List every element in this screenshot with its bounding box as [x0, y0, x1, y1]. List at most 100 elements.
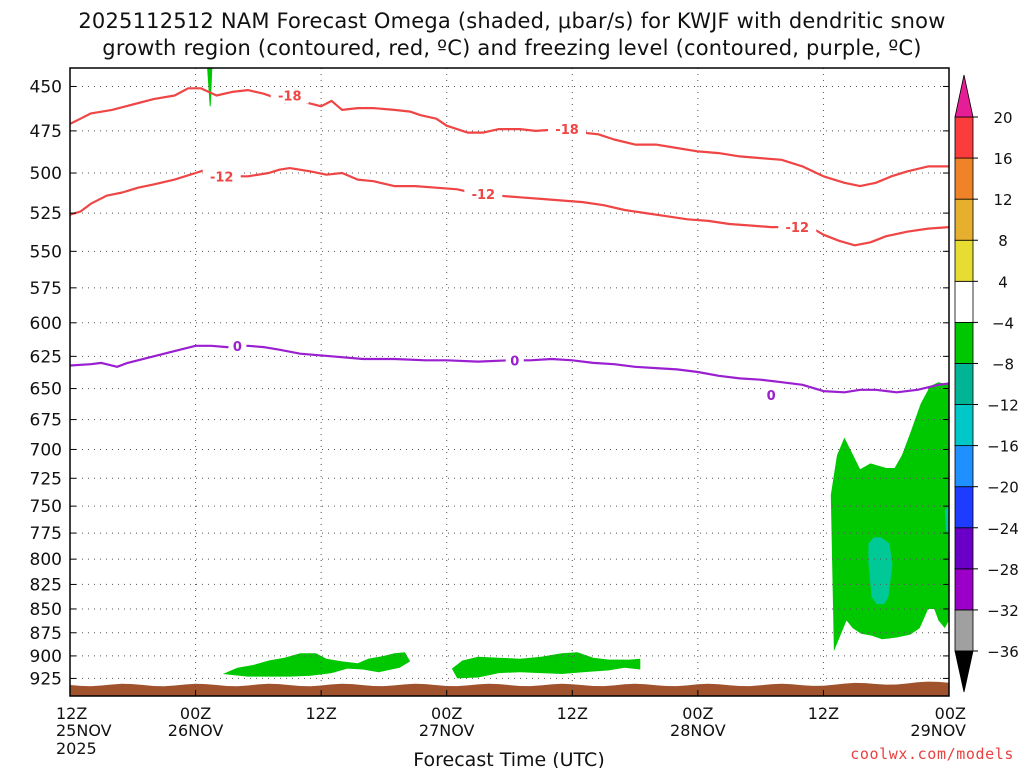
- omega-region-3: [451, 652, 641, 679]
- time-tick-label: 00Z: [431, 704, 462, 723]
- contour-label-bg: [548, 121, 587, 138]
- colorbar-band: [954, 486, 974, 529]
- contour-label-bg: [270, 87, 309, 104]
- time-tick-label: 00Z: [180, 704, 211, 723]
- pressure-tick-label: 575: [30, 279, 62, 299]
- colorbar-label: −24: [987, 520, 1019, 538]
- time-tick-label: 00Z: [682, 704, 713, 723]
- colorbar: −36 −32 −28 −24 −20 −16 −12 −8 −4 4 8 12 16 20: [954, 74, 1019, 693]
- pressure-tick-label: 875: [30, 624, 62, 644]
- time-date-label: 25NOV: [56, 721, 112, 740]
- omega-region-6: [944, 505, 949, 537]
- time-year-label: 2025: [56, 739, 97, 758]
- colorbar-band: [954, 116, 974, 159]
- colorbar-arrow-top: [954, 74, 974, 118]
- pressure-tick-label: 700: [30, 440, 62, 460]
- contour-layer: -18 -18 -12 -12 -12 0 0 0: [69, 87, 950, 404]
- time-tick-label: 12Z: [56, 704, 87, 723]
- colorbar-label: 20: [993, 109, 1012, 127]
- colorbar-band: [954, 363, 974, 405]
- plot-border: [69, 67, 950, 697]
- colorbar-band: [954, 568, 974, 611]
- chart-title-line-2: growth region (contoured, red, ºC) and f…: [102, 36, 922, 60]
- pressure-tick-label: 850: [30, 600, 62, 620]
- colorbar-label: −36: [987, 643, 1019, 661]
- pressure-tick-label: 500: [30, 164, 62, 184]
- gridlines: [70, 68, 949, 696]
- contour-label: -12: [472, 188, 496, 203]
- contour-label-bg: [505, 352, 524, 369]
- credit-text: coolwx.com/models: [850, 745, 1014, 763]
- contour-2: [69, 344, 950, 394]
- chart-title-line-1: 2025112512 NAM Forecast Omega (shaded, μ…: [78, 9, 946, 33]
- colorbar-label: −16: [987, 438, 1019, 456]
- pressure-tick-label: 525: [30, 204, 62, 224]
- x-axis-title: Forecast Time (UTC): [413, 749, 604, 768]
- colorbar-label: 12: [993, 191, 1012, 209]
- pressure-axis: 450 475 500 525 550 575 600 625 650 675 700 725 750 7…: [30, 77, 949, 689]
- time-tick-label: 12Z: [305, 704, 336, 723]
- time-tick-label: 12Z: [808, 704, 839, 723]
- contour-0: [69, 87, 949, 188]
- omega-region-5: [868, 537, 893, 605]
- omega-shading-layer: [207, 68, 949, 679]
- contour-label: 0: [233, 340, 242, 355]
- contour-label-bg: [228, 337, 247, 354]
- colorbar-label: −28: [987, 561, 1019, 579]
- colorbar-label: −32: [987, 602, 1019, 620]
- time-tick-label: 12Z: [557, 704, 588, 723]
- contour-label-bg: [464, 186, 503, 203]
- contour-label-bg: [778, 219, 817, 236]
- contour-label-bg: [202, 168, 241, 185]
- colorbar-band: [954, 404, 974, 447]
- colorbar-label: −20: [987, 479, 1019, 497]
- colorbar-band: [954, 527, 974, 570]
- pressure-tick-label: 800: [30, 550, 62, 570]
- pressure-tick-label: 625: [30, 347, 62, 367]
- contour-label: 0: [767, 389, 776, 404]
- time-date-label: 29NOV: [910, 721, 966, 740]
- pressure-tick-label: 550: [30, 242, 62, 262]
- omega-region-2: [222, 652, 411, 677]
- contour-label-bg: [762, 386, 781, 403]
- colorbar-band: [954, 321, 974, 364]
- contour-label: 0: [510, 354, 519, 369]
- pressure-tick-label: 825: [30, 575, 62, 595]
- pressure-tick-label: 600: [30, 314, 62, 334]
- plot-frame: [69, 67, 950, 697]
- colorbar-band: [954, 157, 974, 200]
- colorbar-band: [954, 280, 974, 323]
- contour-label: -18: [278, 90, 302, 105]
- colorbar-label: 4: [998, 273, 1008, 291]
- contour-label: -12: [210, 170, 234, 185]
- terrain-layer: [70, 681, 949, 696]
- colorbar-label: 16: [993, 150, 1012, 168]
- colorbar-label: −12: [987, 397, 1019, 415]
- contour-label: -12: [786, 221, 810, 236]
- colorbar-band: [954, 609, 974, 652]
- omega-region-4: [830, 382, 949, 652]
- pressure-tick-label: 900: [30, 647, 62, 667]
- pressure-tick-label: 675: [30, 411, 62, 431]
- pressure-tick-label: 650: [30, 380, 62, 400]
- omega-region-1: [207, 68, 213, 107]
- pressure-tick-label: 925: [30, 669, 62, 689]
- colorbar-label: −4: [992, 314, 1014, 332]
- colorbar-band: [954, 445, 974, 488]
- colorbar-label: 8: [998, 232, 1008, 250]
- colorbar-band: [954, 198, 974, 241]
- time-tick-label: 00Z: [935, 704, 966, 723]
- pressure-tick-label: 750: [30, 497, 62, 517]
- colorbar-arrow-bottom: [954, 650, 974, 693]
- terrain-ground: [70, 681, 949, 696]
- colorbar-label: −8: [992, 355, 1014, 373]
- pressure-tick-label: 775: [30, 524, 62, 544]
- contour-label: -18: [555, 123, 579, 138]
- pressure-tick-label: 450: [30, 77, 62, 97]
- time-date-label: 26NOV: [168, 721, 224, 740]
- time-date-label: 27NOV: [419, 721, 475, 740]
- contour-1: [69, 167, 950, 247]
